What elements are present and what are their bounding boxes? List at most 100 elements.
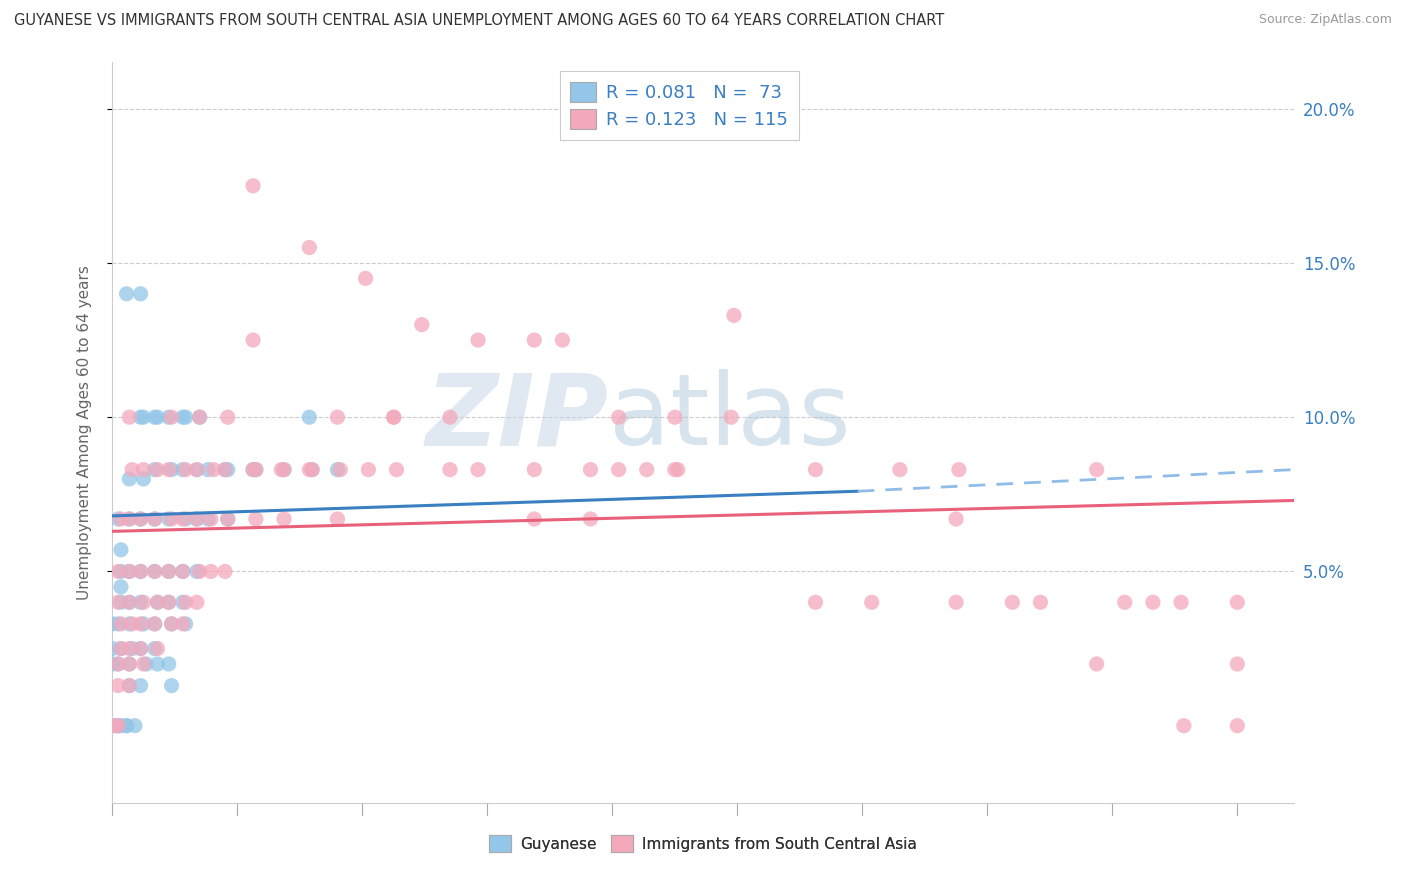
Point [273, 512, 295, 526]
Point [129, 512, 152, 526]
Point [172, 565, 194, 579]
Point [1226, 719, 1249, 733]
Point [357, 462, 380, 476]
Point [132, 462, 155, 476]
Point [298, 462, 321, 476]
Point [146, 595, 169, 609]
Point [101, 641, 124, 656]
Point [439, 462, 461, 476]
Point [118, 657, 141, 671]
Point [146, 462, 169, 476]
Point [188, 565, 211, 579]
Point [110, 595, 132, 609]
Point [160, 410, 183, 425]
Point [143, 512, 166, 526]
Point [101, 657, 124, 671]
Point [174, 410, 197, 425]
Point [245, 462, 267, 476]
Point [129, 410, 152, 425]
Point [110, 512, 132, 526]
Point [329, 462, 352, 476]
Point [1142, 595, 1164, 609]
Point [143, 616, 166, 631]
Point [551, 333, 574, 347]
Point [945, 595, 967, 609]
Point [217, 512, 239, 526]
Point [157, 657, 180, 671]
Point [298, 410, 321, 425]
Point [104, 719, 127, 733]
Point [188, 410, 211, 425]
Point [143, 641, 166, 656]
Point [889, 462, 911, 476]
Point [118, 679, 141, 693]
Point [723, 309, 745, 323]
Point [411, 318, 433, 332]
Point [636, 462, 658, 476]
Point [242, 462, 264, 476]
Point [666, 462, 689, 476]
Point [197, 462, 219, 476]
Point [200, 512, 222, 526]
Point [107, 719, 129, 733]
Point [107, 565, 129, 579]
Point [160, 616, 183, 631]
Point [439, 410, 461, 425]
Point [354, 271, 377, 285]
Point [664, 410, 686, 425]
Point [146, 410, 169, 425]
Point [107, 719, 129, 733]
Point [385, 462, 408, 476]
Point [172, 595, 194, 609]
Point [245, 512, 267, 526]
Point [174, 616, 197, 631]
Point [110, 641, 132, 656]
Point [107, 679, 129, 693]
Point [118, 565, 141, 579]
Point [160, 512, 183, 526]
Point [115, 719, 138, 733]
Point [172, 565, 194, 579]
Point [172, 410, 194, 425]
Text: GUYANESE VS IMMIGRANTS FROM SOUTH CENTRAL ASIA UNEMPLOYMENT AMONG AGES 60 TO 64 : GUYANESE VS IMMIGRANTS FROM SOUTH CENTRA… [14, 13, 945, 29]
Point [110, 616, 132, 631]
Point [160, 616, 183, 631]
Point [273, 462, 295, 476]
Point [607, 410, 630, 425]
Point [129, 286, 152, 301]
Point [326, 410, 349, 425]
Point [146, 595, 169, 609]
Point [118, 565, 141, 579]
Point [579, 512, 602, 526]
Point [217, 462, 239, 476]
Point [202, 462, 225, 476]
Point [132, 616, 155, 631]
Point [172, 462, 194, 476]
Point [607, 462, 630, 476]
Point [1114, 595, 1136, 609]
Point [129, 641, 152, 656]
Point [129, 565, 152, 579]
Text: atlas: atlas [609, 369, 851, 467]
Point [118, 512, 141, 526]
Point [186, 512, 208, 526]
Point [467, 462, 489, 476]
Point [118, 472, 141, 486]
Point [157, 512, 180, 526]
Point [118, 595, 141, 609]
Point [143, 410, 166, 425]
Point [129, 595, 152, 609]
Point [115, 719, 138, 733]
Point [1085, 462, 1108, 476]
Point [160, 679, 183, 693]
Point [157, 410, 180, 425]
Point [157, 595, 180, 609]
Point [270, 462, 292, 476]
Point [217, 410, 239, 425]
Point [273, 462, 295, 476]
Point [579, 462, 602, 476]
Point [523, 333, 546, 347]
Point [804, 462, 827, 476]
Point [160, 462, 183, 476]
Point [217, 512, 239, 526]
